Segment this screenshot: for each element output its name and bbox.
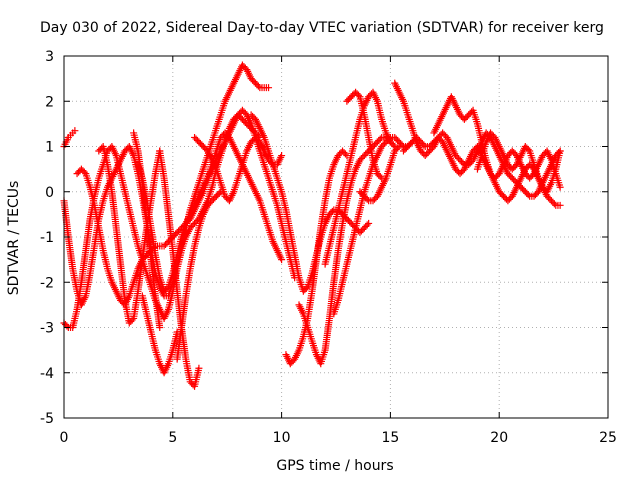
series-track-8 <box>138 292 181 377</box>
y-tick-label: -5 <box>40 411 54 427</box>
data-point <box>265 84 273 92</box>
series-track-12 <box>247 111 373 295</box>
data-point <box>341 150 349 158</box>
y-tick-label: -4 <box>40 366 54 382</box>
data-point <box>354 91 362 99</box>
y-tick-label: 3 <box>45 49 54 65</box>
series-track-14 <box>295 133 394 368</box>
series-track-13 <box>282 147 351 368</box>
data-point <box>389 141 397 149</box>
x-tick-label: 5 <box>168 430 177 446</box>
x-axis-label: GPS time / hours <box>276 458 393 474</box>
axis-ticks: -5 -4 -3 -2 -1 0 1 2 3 0 5 10 15 20 25 <box>40 49 617 446</box>
data-point <box>556 147 564 155</box>
data-point <box>278 152 286 160</box>
data-point <box>363 195 371 203</box>
x-tick-label: 10 <box>273 430 291 446</box>
series-track-17 <box>343 88 386 182</box>
data-point <box>215 189 223 197</box>
data-point <box>556 201 564 209</box>
data-point <box>394 144 402 152</box>
data-point <box>63 322 71 330</box>
data-point <box>385 135 393 143</box>
y-tick-label: 0 <box>45 185 54 201</box>
data-point <box>254 82 262 90</box>
y-axis-label: SDTVAR / TECUs <box>6 181 22 296</box>
data-point <box>550 200 558 208</box>
data-point <box>128 316 136 324</box>
y-tick-label: -3 <box>40 321 54 337</box>
data-point <box>524 146 532 154</box>
data-point <box>376 173 384 181</box>
y-tick-label: -1 <box>40 230 54 246</box>
series-track-22 <box>473 129 564 196</box>
data-point <box>524 191 532 199</box>
data-point <box>163 284 171 292</box>
x-tick-label: 15 <box>381 430 399 446</box>
data-points <box>60 61 564 390</box>
y-tick-label: -2 <box>40 275 54 291</box>
data-point <box>365 219 373 227</box>
chart-title: Day 030 of 2022, Sidereal Day-to-day VTE… <box>40 20 604 36</box>
series-track-2 <box>60 127 79 150</box>
series-track-15 <box>321 88 399 268</box>
x-tick-label: 25 <box>599 430 617 446</box>
data-point <box>156 324 164 331</box>
y-tick-label: 1 <box>45 140 54 156</box>
data-point <box>363 221 371 229</box>
data-point <box>556 183 564 191</box>
data-point <box>71 127 79 135</box>
data-point <box>395 143 403 150</box>
data-point <box>420 141 428 149</box>
y-tick-label: 2 <box>45 94 54 110</box>
series-track-18 <box>356 143 403 205</box>
data-point <box>328 207 336 215</box>
x-tick-label: 20 <box>490 430 508 446</box>
data-point <box>195 364 203 372</box>
data-point <box>278 256 286 264</box>
data-point <box>80 168 88 176</box>
series-track-7 <box>130 129 164 331</box>
x-tick-label: 0 <box>60 430 69 446</box>
data-point <box>376 135 384 143</box>
series-track-10 <box>173 188 225 363</box>
data-point <box>302 284 310 292</box>
